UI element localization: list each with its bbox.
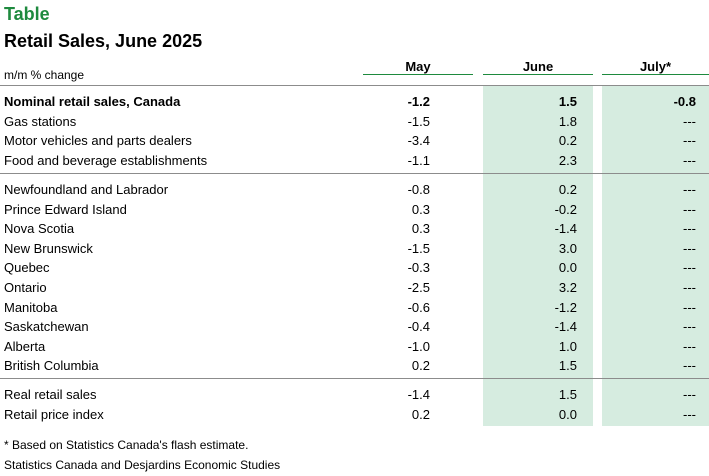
cell-may: -3.4 [407, 133, 430, 149]
cell-july: --- [683, 201, 696, 217]
table-row: Nominal retail sales, Canada -1.2 1.5 -0.8 [0, 92, 709, 111]
cell-june: -1.4 [554, 221, 577, 237]
cell-july: --- [683, 152, 696, 168]
column-underline-may [363, 74, 473, 75]
table-row: Ontario -2.5 3.2 --- [0, 278, 709, 297]
cell-june: 0.2 [558, 182, 577, 197]
column-header-july: July* [639, 59, 672, 74]
row-label: Manitoba [4, 299, 58, 315]
table-row: Prince Edward Island 0.3 -0.2 --- [0, 200, 709, 219]
cell-may: 0.3 [411, 201, 430, 217]
cell-june: 3.2 [558, 280, 577, 295]
row-label: Nova Scotia [4, 221, 75, 237]
table-row: Saskatchewan -0.4 -1.4 --- [0, 317, 709, 336]
cell-june: -1.2 [554, 299, 577, 315]
column-underline-july [602, 74, 709, 75]
cell-june: 2.3 [558, 152, 577, 168]
cell-june: 1.5 [558, 358, 577, 374]
cell-july: --- [683, 260, 696, 276]
cell-july: --- [683, 182, 696, 197]
cell-june: 3.0 [558, 240, 577, 256]
row-label: British Columbia [4, 358, 99, 374]
cell-july: --- [683, 358, 696, 374]
cell-may: -0.4 [407, 319, 430, 335]
cell-july: --- [683, 299, 696, 315]
table-row: British Columbia 0.2 1.5 --- [0, 356, 709, 375]
column-header-june: June [522, 59, 554, 74]
june-column-shade [483, 86, 593, 426]
table-row: Gas stations -1.5 1.8 --- [0, 112, 709, 131]
row-label: Saskatchewan [4, 319, 89, 335]
cell-june: 1.8 [558, 113, 577, 129]
cell-june: 0.0 [558, 260, 577, 276]
cell-may: -0.8 [407, 182, 430, 197]
table-row: Quebec -0.3 0.0 --- [0, 258, 709, 277]
cell-may: -1.5 [407, 113, 430, 129]
table-row: Motor vehicles and parts dealers -3.4 0.2 -… [0, 131, 709, 150]
cell-july: --- [683, 221, 696, 237]
table-row: Manitoba -0.6 -1.2 --- [0, 298, 709, 317]
cell-july: --- [683, 319, 696, 335]
table-row: Nova Scotia 0.3 -1.4 --- [0, 219, 709, 238]
cell-july: --- [683, 338, 696, 354]
cell-may: 0.2 [411, 358, 430, 374]
cell-may: -0.3 [407, 260, 430, 276]
cell-june: 0.2 [558, 133, 577, 149]
row-label: Retail price index [4, 406, 104, 422]
cell-may: -1.5 [407, 240, 430, 256]
cell-june: 1.5 [558, 94, 577, 109]
table-row: Alberta -1.0 1.0 --- [0, 337, 709, 356]
cell-july: --- [683, 113, 696, 129]
table-row: Real retail sales -1.4 1.5 --- [0, 385, 709, 404]
row-label: Quebec [4, 260, 50, 276]
cell-june: -0.2 [554, 201, 577, 217]
row-label: Gas stations [4, 113, 77, 129]
footnote: * Based on Statistics Canada's flash est… [4, 438, 249, 452]
table-row: New Brunswick -1.5 3.0 --- [0, 239, 709, 258]
cell-may: -2.5 [407, 280, 430, 295]
row-label: Nominal retail sales, Canada [4, 94, 181, 109]
cell-july: --- [683, 240, 696, 256]
row-label: Ontario [4, 280, 47, 295]
cell-july: --- [683, 133, 696, 149]
row-label: Newfoundland and Labrador [4, 182, 169, 197]
group-divider-1 [0, 173, 709, 174]
cell-may: -1.4 [407, 387, 430, 402]
cell-june: -1.4 [554, 319, 577, 335]
table-row: Newfoundland and Labrador -0.8 0.2 --- [0, 180, 709, 199]
row-label: Food and beverage establishments [4, 152, 208, 168]
cell-may: 0.2 [411, 406, 430, 422]
table-row: Food and beverage establishments -1.1 2.3 -… [0, 151, 709, 170]
cell-july: --- [683, 280, 696, 295]
column-header-may: May [405, 59, 431, 74]
july-column-shade [602, 86, 709, 426]
row-label: New Brunswick [4, 240, 93, 256]
row-label: Real retail sales [4, 387, 97, 402]
cell-june: 0.0 [558, 406, 577, 422]
table-row: Retail price index 0.2 0.0 --- [0, 405, 709, 424]
row-label: Alberta [4, 338, 46, 354]
unit-label: m/m % change [4, 68, 85, 82]
header-divider [0, 85, 709, 86]
page-title: Retail Sales, June 2025 [4, 31, 203, 51]
cell-may: -1.1 [407, 152, 430, 168]
group-divider-2 [0, 378, 709, 379]
source-note: Statistics Canada and Desjardins Economi… [4, 458, 281, 472]
row-label: Prince Edward Island [4, 201, 127, 217]
cell-june: 1.5 [558, 387, 577, 402]
column-underline-june [483, 74, 593, 75]
row-label: Motor vehicles and parts dealers [4, 133, 192, 149]
cell-july: -0.8 [673, 94, 696, 109]
cell-may: -1.0 [407, 338, 430, 354]
cell-may: -1.2 [407, 94, 430, 109]
table-label: Table [4, 4, 50, 24]
cell-july: --- [683, 387, 696, 402]
cell-may: 0.3 [411, 221, 430, 237]
cell-june: 1.0 [558, 338, 577, 354]
cell-may: -0.6 [407, 299, 430, 315]
cell-july: --- [683, 406, 696, 422]
